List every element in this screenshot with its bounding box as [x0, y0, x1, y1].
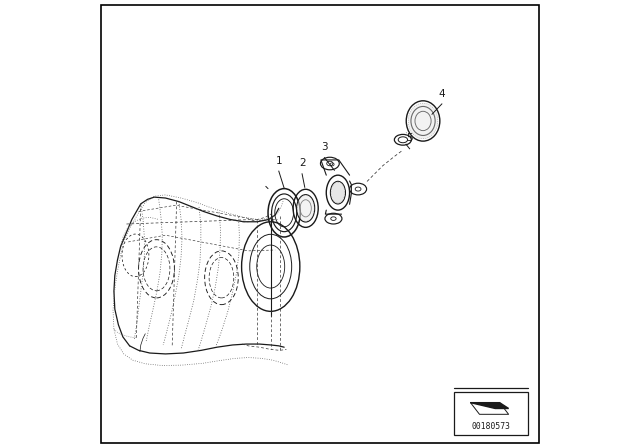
Ellipse shape [297, 195, 314, 221]
Polygon shape [470, 403, 509, 409]
Bar [454, 392, 529, 435]
Ellipse shape [331, 182, 345, 203]
Text: 2: 2 [299, 159, 305, 168]
Text: 1: 1 [275, 156, 282, 166]
Ellipse shape [321, 157, 339, 170]
Text: 4: 4 [438, 89, 445, 99]
Text: 00180573: 00180573 [472, 422, 511, 431]
Ellipse shape [349, 183, 367, 195]
Text: 5: 5 [406, 134, 413, 143]
Text: 3: 3 [321, 142, 328, 152]
Ellipse shape [408, 103, 438, 139]
Ellipse shape [325, 213, 342, 224]
